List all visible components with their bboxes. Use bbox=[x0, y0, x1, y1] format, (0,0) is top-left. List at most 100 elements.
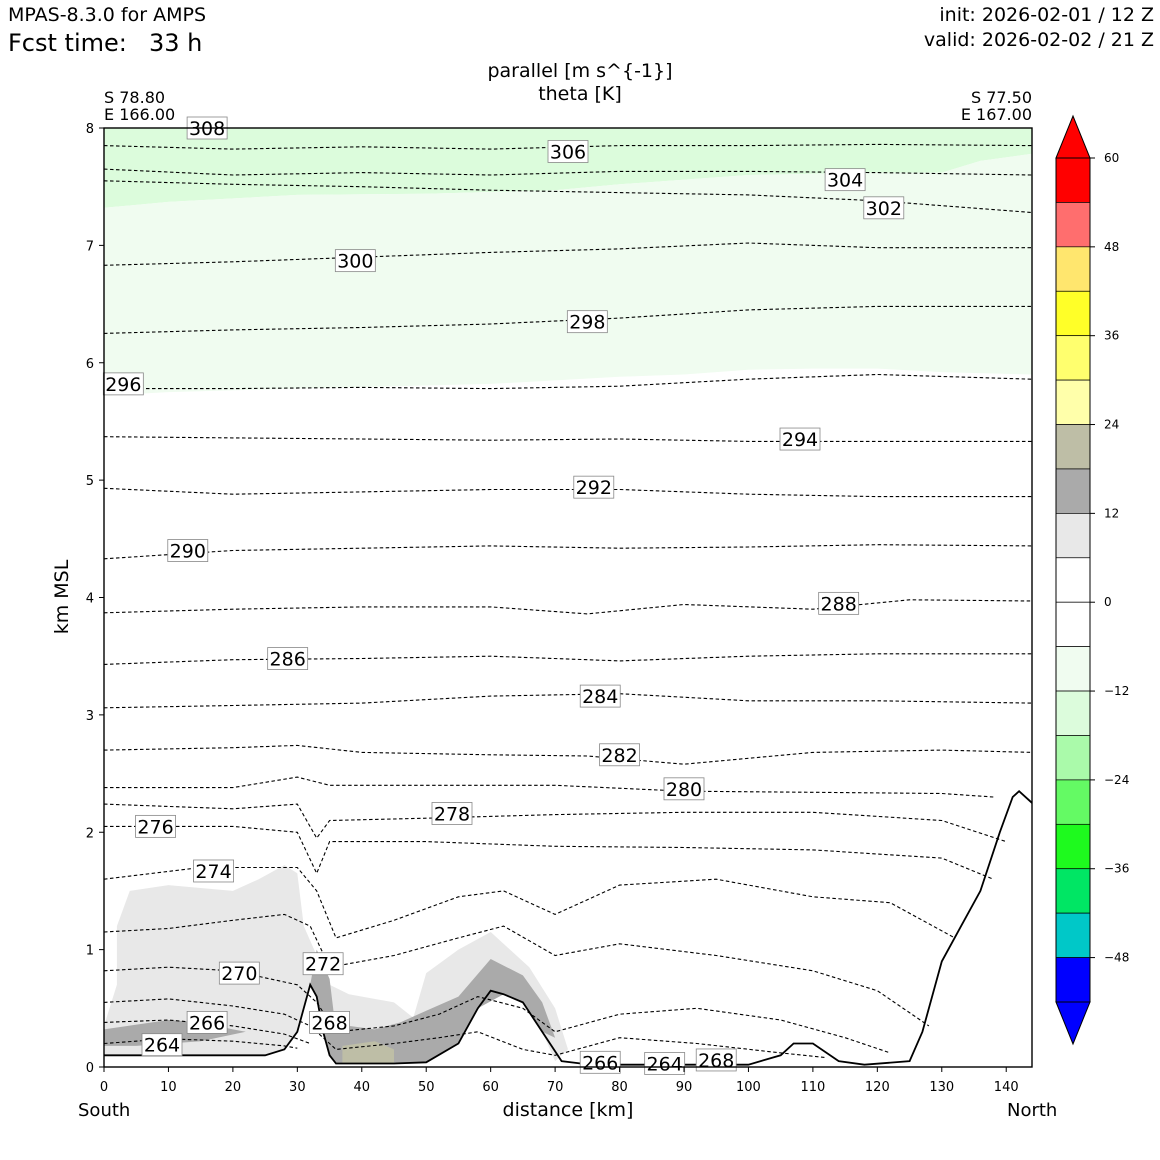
y-tick-label: 3 bbox=[86, 709, 94, 724]
y-tick-label: 2 bbox=[86, 826, 94, 841]
theta-contour-280 bbox=[104, 776, 994, 798]
contour-label: 302 bbox=[863, 196, 905, 220]
colorbar-tick-label: −24 bbox=[1104, 773, 1129, 787]
colorbar-bin bbox=[1055, 202, 1091, 248]
contour-label: 298 bbox=[566, 310, 608, 334]
theta-contour-266 bbox=[104, 1019, 311, 1045]
colorbar-bin bbox=[1055, 646, 1091, 692]
contour-label-box bbox=[141, 1033, 183, 1057]
contour-label-box bbox=[193, 859, 234, 883]
contour-label-text: 276 bbox=[137, 816, 173, 838]
contour-label: 266 bbox=[186, 1010, 228, 1034]
colorbar-tick-label: 24 bbox=[1104, 418, 1119, 432]
theta-contour-286 bbox=[104, 653, 1032, 665]
contour-label: 296 bbox=[102, 372, 144, 396]
y-tick-label: 1 bbox=[86, 944, 94, 959]
contour-label: 278 bbox=[431, 802, 473, 825]
y-tick-label: 6 bbox=[86, 357, 94, 372]
north-label: North bbox=[1007, 1100, 1058, 1121]
colorbar-bin bbox=[1055, 912, 1091, 958]
contour-label: 266 bbox=[579, 1050, 621, 1074]
contour-label: 286 bbox=[267, 647, 309, 671]
colorbar-bin bbox=[1055, 246, 1091, 292]
contour-label-text: 298 bbox=[569, 312, 605, 334]
contour-label: 280 bbox=[663, 777, 705, 801]
colorbar-tick-label: −36 bbox=[1104, 862, 1129, 876]
contour-label-box bbox=[167, 539, 209, 562]
x-tick-label: 80 bbox=[611, 1080, 628, 1095]
colorbar-tick-label: 60 bbox=[1104, 151, 1119, 165]
south-label: South bbox=[78, 1100, 131, 1121]
fcst-time-label: Fcst time: bbox=[8, 29, 127, 57]
contour-label: 300 bbox=[334, 249, 376, 273]
contour-label-text: 300 bbox=[337, 251, 373, 273]
x-tick-label: 130 bbox=[929, 1080, 954, 1095]
contour-label: 288 bbox=[818, 591, 860, 615]
contour-label-box bbox=[573, 475, 615, 499]
colorbar-bin bbox=[1055, 157, 1091, 203]
contour-label: 268 bbox=[309, 1010, 350, 1034]
x-tick-label: 60 bbox=[482, 1080, 499, 1095]
model-title: MPAS-8.3.0 for AMPS bbox=[8, 4, 207, 26]
x-tick-label: 0 bbox=[100, 1080, 108, 1095]
colorbar bbox=[1055, 114, 1091, 1046]
theta-contour-282 bbox=[104, 744, 1032, 765]
contour-label-text: 266 bbox=[189, 1012, 225, 1034]
x-tick-label: 20 bbox=[225, 1080, 242, 1095]
contour-label-text: 304 bbox=[827, 170, 863, 192]
theta-contour-290 bbox=[104, 544, 1032, 560]
contour-label-text: 268 bbox=[311, 1012, 347, 1034]
contour-label: 270 bbox=[218, 961, 260, 985]
contour-label: 274 bbox=[193, 859, 234, 883]
colorbar-bin bbox=[1055, 557, 1091, 603]
contour-label-box bbox=[431, 802, 473, 825]
contour-label-box bbox=[644, 1052, 686, 1075]
colorbar-bin bbox=[1055, 513, 1091, 559]
contour-label-text: 266 bbox=[582, 1052, 618, 1074]
theta-contour-298 bbox=[104, 305, 1032, 334]
contour-label: 304 bbox=[824, 168, 866, 192]
contour-label-text: 272 bbox=[305, 954, 341, 976]
theta-contour-276 bbox=[104, 825, 994, 880]
colorbar-bin bbox=[1055, 601, 1091, 647]
colorbar-bin bbox=[1055, 468, 1091, 514]
colorbar-bin bbox=[1055, 823, 1091, 870]
chart-subtitle: theta [K] bbox=[538, 83, 622, 105]
colorbar-bin bbox=[1055, 379, 1091, 425]
contour-label-text: 278 bbox=[434, 803, 470, 825]
theta-contour-296 bbox=[104, 373, 1032, 390]
contour-label-text: 264 bbox=[647, 1053, 683, 1075]
contour-label: 292 bbox=[573, 475, 615, 499]
y-tick-label: 7 bbox=[86, 239, 94, 254]
x-tick-label: 110 bbox=[800, 1080, 825, 1095]
contour-label: 276 bbox=[135, 814, 176, 838]
contour-label-box bbox=[566, 310, 608, 334]
shaded-region-1 bbox=[104, 153, 1032, 396]
colorbar-under-arrow bbox=[1055, 1001, 1091, 1046]
contour-label-box bbox=[302, 952, 344, 976]
colorbar-bin bbox=[1055, 335, 1091, 381]
y-tick-label: 4 bbox=[86, 592, 94, 607]
theta-contour-284 bbox=[104, 693, 1032, 709]
fcst-time-value: 33 h bbox=[149, 29, 203, 57]
contour-label-box bbox=[695, 1048, 737, 1072]
contour-label-box bbox=[218, 961, 260, 985]
contour-label: 272 bbox=[302, 952, 344, 976]
colorbar-bin bbox=[1055, 690, 1091, 736]
contour-label-text: 264 bbox=[144, 1035, 180, 1057]
terrain-line bbox=[104, 789, 1032, 1066]
colorbar-tick-label: 48 bbox=[1104, 240, 1119, 254]
contour-label-text: 292 bbox=[576, 477, 612, 499]
contour-label-box bbox=[863, 196, 905, 220]
contour-label-box bbox=[547, 140, 589, 163]
shading-layer bbox=[104, 128, 1032, 1064]
shaded-region-4 bbox=[310, 949, 556, 1064]
y-axis-ticks: 0 1 2 3 4 5 6 7 8 bbox=[86, 122, 104, 1076]
contour-label-box bbox=[135, 814, 176, 838]
x-tick-label: 50 bbox=[418, 1080, 435, 1095]
contour-layer bbox=[104, 143, 1032, 1059]
contour-label-box bbox=[779, 427, 821, 451]
init-time: init: 2026-02-01 / 12 Z bbox=[939, 4, 1154, 26]
colorbar-bin bbox=[1055, 735, 1091, 781]
